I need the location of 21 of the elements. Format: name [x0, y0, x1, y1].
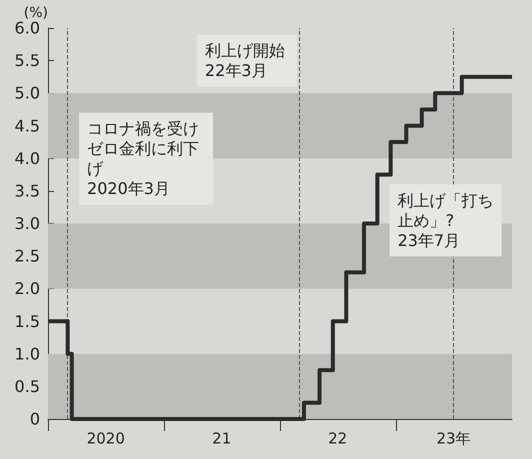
y-tick-label: 1.5 — [14, 312, 40, 331]
y-tick-label: 2.5 — [14, 246, 40, 266]
ref-line-label: 利上げ開始 22年3月 — [204, 41, 285, 80]
x-tick-label: 21 — [212, 430, 232, 448]
ref-line-label: コロナ禍を受けゼロ金利に利下げ 2020年3月 — [87, 119, 200, 198]
y-tick-label: 3.0 — [14, 214, 40, 233]
y-tick-label: 0.5 — [14, 376, 40, 396]
y-tick-label: 1.0 — [14, 344, 40, 364]
y-tick-label: 2.0 — [14, 279, 40, 298]
y-tick-label: 3.5 — [14, 181, 40, 200]
y-tick-label: 0 — [30, 410, 40, 428]
x-tick-label: 23年 — [436, 430, 471, 448]
y-axis-title: (%) — [24, 5, 48, 21]
y-tick-label: 4.0 — [14, 148, 40, 168]
x-tick-label: 2020 — [86, 430, 125, 448]
y-tick-label: 5.5 — [14, 51, 40, 70]
ref-line-label: 利上げ「打ち止め」? 23年7月 — [398, 190, 494, 250]
x-tick-label: 22 — [328, 430, 348, 448]
y-tick-label: 4.5 — [14, 116, 40, 136]
y-tick-label: 5.0 — [14, 84, 40, 103]
y-tick-label: 6.0 — [14, 18, 40, 38]
